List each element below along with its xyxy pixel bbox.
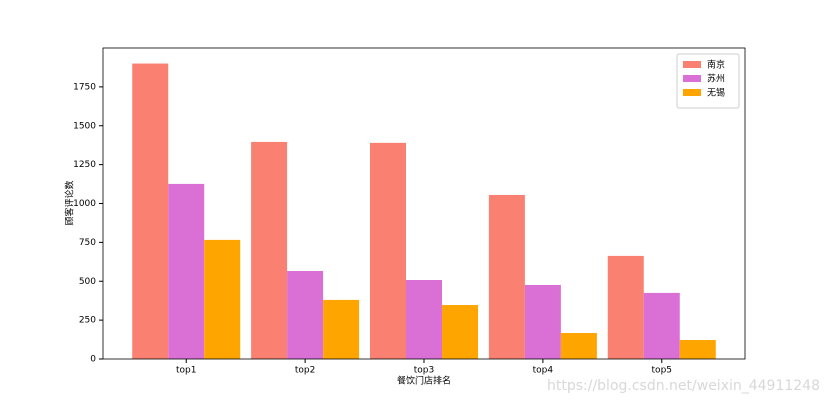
bar [204,239,241,359]
x-axis-label: 餐饮门店排名 [397,375,451,387]
y-tick-label: 750 [79,238,96,248]
plot-frame [102,47,746,360]
bar [406,280,442,359]
y-tick-label: 1750 [73,82,96,92]
watermark: https://blog.csdn.net/weixin_44911248 [547,378,820,394]
y-tick-label: 0 [90,355,96,365]
legend-label: 无锡 [707,88,725,99]
x-tick-label: top4 [533,366,554,376]
bar [168,183,205,359]
bar [560,333,597,359]
y-tick-label: 250 [79,316,96,326]
y-tick-label: 1000 [73,199,96,209]
y-tick-label: 1500 [73,121,96,131]
legend-swatch [683,61,701,68]
legend-swatch [683,89,701,96]
bar [643,292,680,359]
legend-label: 南京 [707,59,725,71]
x-tick-label: top2 [295,366,315,376]
bar [323,299,360,359]
bar [524,284,561,359]
legend-swatch [683,75,701,82]
y-tick-label: 500 [79,277,96,287]
bar [287,270,324,359]
y-axis-label: 顾客评论数 [64,180,76,225]
bar [679,340,716,359]
y-tick-label: 1250 [73,160,96,170]
bar [488,194,525,359]
bar [370,142,406,359]
bar [251,141,288,359]
bar [132,63,169,360]
x-tick-label: top5 [652,366,672,376]
bar [607,255,644,359]
bar [442,305,478,359]
x-tick-label: top3 [414,366,434,376]
legend-label: 苏州 [707,73,725,85]
x-tick-label: top1 [176,366,196,376]
